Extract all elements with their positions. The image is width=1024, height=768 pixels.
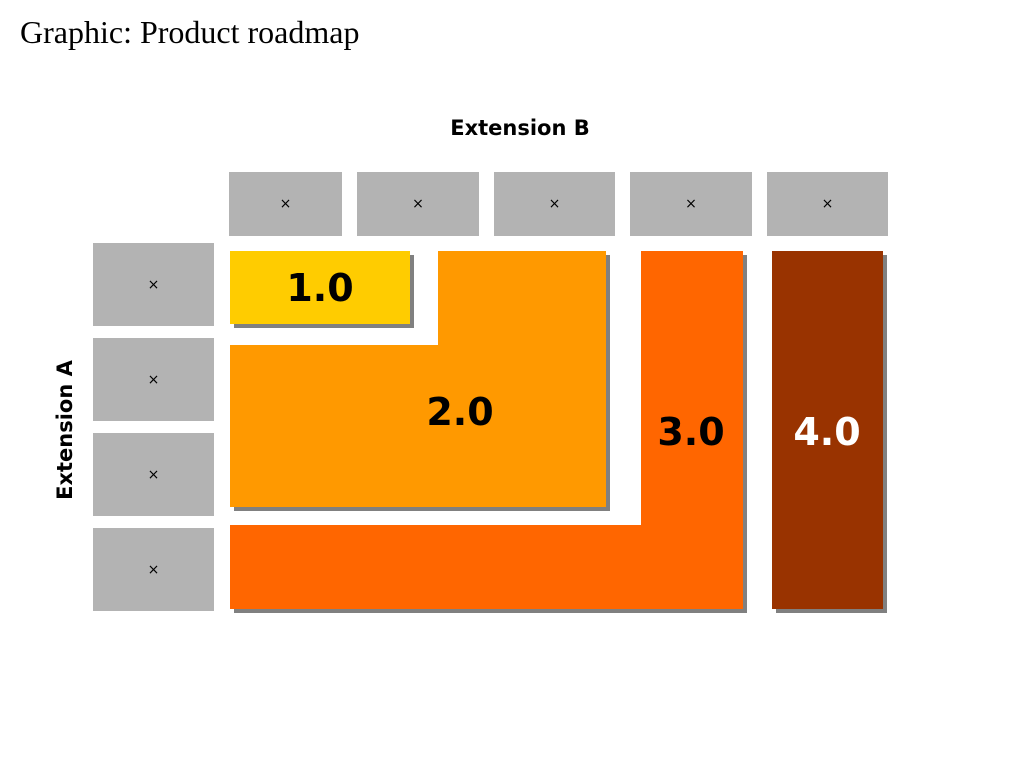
version-1-block bbox=[230, 251, 410, 324]
row-header-4: × bbox=[93, 528, 214, 611]
version-3-label: 3.0 bbox=[657, 410, 725, 454]
version-4-label: 4.0 bbox=[793, 410, 861, 454]
version-2-block bbox=[230, 251, 606, 507]
axis-label-extension-b: Extension B bbox=[450, 116, 590, 140]
row-header-3: × bbox=[93, 433, 214, 516]
row-header-1: × bbox=[93, 243, 214, 326]
version-3-block bbox=[230, 251, 743, 609]
row-header-2: × bbox=[93, 338, 214, 421]
column-header-3: × bbox=[494, 172, 615, 236]
page-title: Graphic: Product roadmap bbox=[20, 14, 360, 50]
column-header-4: × bbox=[630, 172, 752, 236]
version-2-label: 2.0 bbox=[426, 390, 494, 434]
version-1-label: 1.0 bbox=[286, 266, 354, 310]
column-header-5: × bbox=[767, 172, 888, 236]
column-header-2: × bbox=[357, 172, 479, 236]
version-4-block bbox=[772, 251, 883, 609]
column-header-1: × bbox=[229, 172, 342, 236]
